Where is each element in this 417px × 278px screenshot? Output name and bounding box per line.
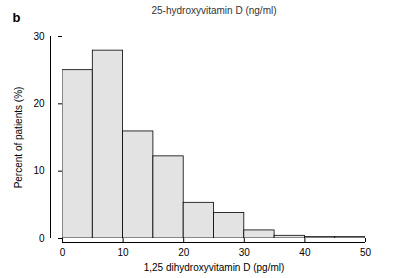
svg-text:10: 10 [118,247,130,258]
svg-text:25-hydroxyvitamin D (ng/ml): 25-hydroxyvitamin D (ng/ml) [151,5,276,16]
svg-text:30: 30 [239,247,251,258]
svg-text:Percent of patients (%): Percent of patients (%) [13,87,24,189]
svg-text:0: 0 [60,247,66,258]
svg-text:50: 50 [360,247,372,258]
svg-text:40: 40 [299,247,311,258]
svg-text:20: 20 [178,247,190,258]
svg-text:20: 20 [33,98,45,109]
svg-text:10: 10 [33,165,45,176]
svg-text:0: 0 [39,233,45,244]
svg-text:1,25 dihydroxyvitamin D (pg/ml: 1,25 dihydroxyvitamin D (pg/ml) [144,262,285,273]
svg-text:30: 30 [33,31,45,42]
svg-text:b: b [13,10,21,25]
